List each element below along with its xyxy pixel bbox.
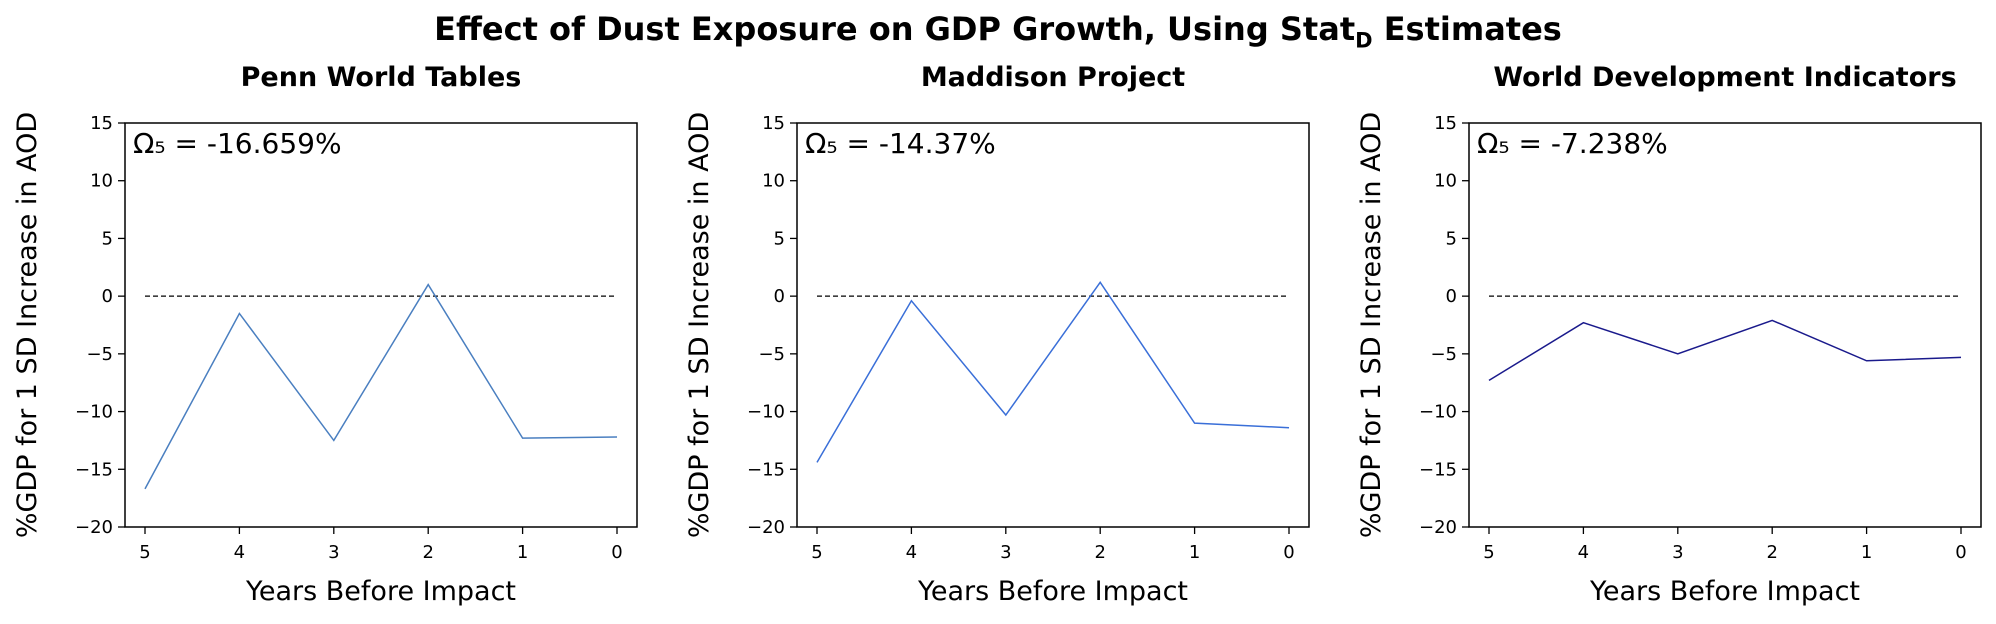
x-tick-label: 3 (1000, 542, 1011, 563)
series-line (816, 280, 1290, 463)
x-tick-label: 5 (1483, 542, 1494, 563)
x-axis-label: Years Before Impact (245, 576, 516, 607)
y-tick-label: 0 (774, 286, 785, 307)
y-tick-label: 10 (1434, 171, 1457, 192)
x-tick-label: 5 (811, 542, 822, 563)
y-axis-label: %GDP for 1 SD Increase in AOD (1356, 112, 1387, 538)
x-tick-label: 0 (1955, 542, 1966, 563)
x-tick-label: 5 (139, 542, 150, 563)
y-tick-label: −15 (1419, 459, 1457, 480)
y-tick-label: 15 (90, 113, 113, 134)
series-line (144, 283, 618, 490)
y-tick-label: 15 (1434, 113, 1457, 134)
y-tick-label: 10 (762, 171, 785, 192)
x-tick-label: 3 (1672, 542, 1683, 563)
y-tick-label: 5 (1446, 228, 1457, 249)
chart-panel-penn: Penn World Tables 15 10 5 0 −5 −10 −15 −20 5 4 3 2 1… (0, 50, 660, 624)
x-tick-label: 1 (1189, 542, 1200, 563)
x-tick-label: 2 (422, 542, 433, 563)
figure-title: Effect of Dust Exposure on GDP Growth, U… (0, 10, 1996, 52)
figure-title-main: Effect of Dust Exposure on GDP Growth, U… (434, 10, 1356, 48)
omega-annotation: Ω₅ = -14.37% (805, 127, 996, 160)
x-tick-label: 4 (234, 542, 245, 563)
x-tick-label: 0 (1283, 542, 1294, 563)
y-tick-label: −5 (86, 344, 113, 365)
y-tick-label: −10 (75, 402, 113, 423)
plot-frame (1468, 122, 1982, 528)
y-tick-label: −20 (75, 517, 113, 538)
plot-frame (796, 122, 1310, 528)
x-tick-label: 4 (1578, 542, 1589, 563)
x-tick-label: 1 (517, 542, 528, 563)
figure-title-tail: Estimates (1372, 10, 1562, 48)
x-tick-label: 3 (328, 542, 339, 563)
y-tick-label: 0 (102, 286, 113, 307)
y-tick-label: −5 (758, 344, 785, 365)
y-tick-label: 0 (1446, 286, 1457, 307)
x-tick-label: 2 (1766, 542, 1777, 563)
y-tick-label: −20 (747, 517, 785, 538)
y-tick-label: −5 (1430, 344, 1457, 365)
y-axis-label: %GDP for 1 SD Increase in AOD (12, 112, 43, 538)
x-tick-label: 4 (906, 542, 917, 563)
panel-title: Penn World Tables (240, 62, 522, 93)
x-tick-label: 2 (1094, 542, 1105, 563)
y-tick-label: 15 (762, 113, 785, 134)
figure-title-subscript: D (1355, 28, 1373, 53)
y-tick-label: −10 (1419, 402, 1457, 423)
y-tick-label: −15 (75, 459, 113, 480)
plot-frame (124, 122, 638, 528)
omega-annotation: Ω₅ = -7.238% (1477, 127, 1668, 160)
x-axis-label: Years Before Impact (917, 576, 1188, 607)
y-tick-label: −15 (747, 459, 785, 480)
y-tick-label: −20 (1419, 517, 1457, 538)
chart-panel-maddison: Maddison Project 15 10 5 0 −5 −10 −15 −20 5 4 3 2 1 0… (672, 50, 1332, 624)
panel-title: Maddison Project (920, 62, 1186, 93)
omega-annotation: Ω₅ = -16.659% (133, 127, 342, 160)
series-line (1488, 319, 1962, 382)
y-tick-label: 5 (102, 228, 113, 249)
x-tick-label: 0 (611, 542, 622, 563)
x-tick-label: 1 (1861, 542, 1872, 563)
chart-panel-wdi: World Development Indicators 15 10 5 0 −5 −10… (1344, 50, 1996, 624)
y-axis-label: %GDP for 1 SD Increase in AOD (684, 112, 715, 538)
y-tick-label: −10 (747, 402, 785, 423)
panel-title: World Development Indicators (1493, 62, 1957, 93)
y-tick-label: 5 (774, 228, 785, 249)
y-tick-label: 10 (90, 171, 113, 192)
x-axis-label: Years Before Impact (1589, 576, 1860, 607)
